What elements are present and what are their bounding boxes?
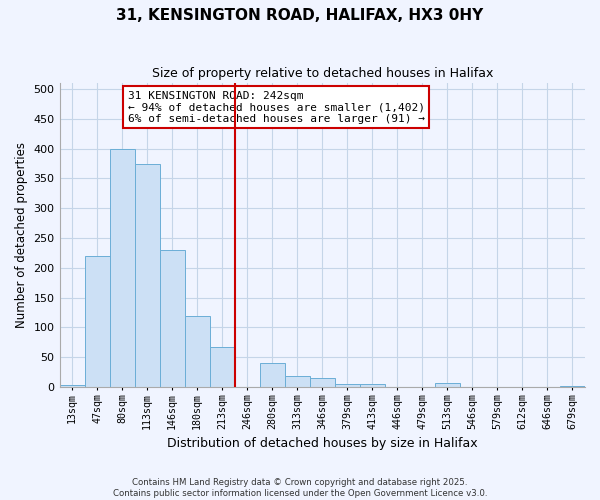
Bar [285, 376, 310, 387]
Bar [435, 383, 460, 387]
Bar [110, 148, 134, 387]
Bar [59, 386, 85, 387]
Bar [134, 164, 160, 387]
Bar [560, 386, 585, 387]
Bar [209, 346, 235, 387]
Bar [260, 364, 285, 387]
Bar [160, 250, 185, 387]
Text: 31, KENSINGTON ROAD, HALIFAX, HX3 0HY: 31, KENSINGTON ROAD, HALIFAX, HX3 0HY [116, 8, 484, 22]
Y-axis label: Number of detached properties: Number of detached properties [15, 142, 28, 328]
Bar [85, 256, 110, 387]
Bar [360, 384, 385, 387]
Text: Contains HM Land Registry data © Crown copyright and database right 2025.
Contai: Contains HM Land Registry data © Crown c… [113, 478, 487, 498]
Bar [310, 378, 335, 387]
X-axis label: Distribution of detached houses by size in Halifax: Distribution of detached houses by size … [167, 437, 478, 450]
Bar [185, 316, 209, 387]
Title: Size of property relative to detached houses in Halifax: Size of property relative to detached ho… [152, 68, 493, 80]
Bar [335, 384, 360, 387]
Text: 31 KENSINGTON ROAD: 242sqm
← 94% of detached houses are smaller (1,402)
6% of se: 31 KENSINGTON ROAD: 242sqm ← 94% of deta… [128, 90, 425, 124]
